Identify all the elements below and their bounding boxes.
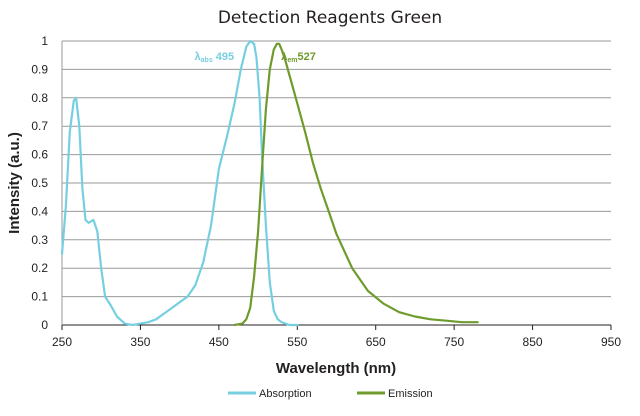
grid-lines [61, 40, 612, 330]
x-tick-label: 950 [601, 335, 621, 349]
series-layer [60, 39, 479, 327]
peak-label: λabs 495 [195, 51, 235, 64]
x-tick-labels: 250 350 450 550 650 750 850 950 [52, 335, 621, 349]
y-tick-label: 0.9 [31, 62, 48, 76]
x-tick-label: 650 [366, 335, 386, 349]
x-tick-label: 450 [209, 335, 229, 349]
legend-label-emission: Emission [388, 388, 433, 400]
chart-title: Detection Reagents Green [218, 8, 442, 28]
x-tick-label: 350 [130, 335, 150, 349]
legend: Absorption Emission [228, 388, 433, 400]
y-tick-label: 1 [41, 34, 48, 48]
y-tick-label: 0.3 [31, 233, 48, 247]
y-tick-labels: 0 0.1 0.2 0.3 0.4 0.5 0.6 0.7 0.8 0.9 1 [31, 34, 48, 332]
y-tick-label: 0.2 [31, 261, 48, 275]
x-axis-title: Wavelength (nm) [276, 360, 396, 377]
x-tick-label: 550 [287, 335, 307, 349]
y-tick-label: 0.6 [31, 148, 48, 162]
legend-label-absorption: Absorption [259, 388, 312, 400]
x-tick-label: 750 [444, 335, 464, 349]
y-tick-label: 0.7 [31, 119, 48, 133]
y-tick-label: 0.1 [31, 290, 48, 304]
y-axis-title: Intensity (a.u.) [6, 132, 23, 234]
y-tick-label: 0.5 [31, 176, 48, 190]
y-tick-label: 0.8 [31, 91, 48, 105]
x-tick-label: 250 [52, 335, 72, 349]
series-line-absorption [60, 39, 299, 327]
series-line-emission [233, 42, 479, 327]
y-tick-label: 0.4 [31, 204, 48, 218]
y-tick-label: 0 [41, 318, 48, 332]
x-tick-label: 850 [523, 335, 543, 349]
peak-label: λem527 [281, 51, 316, 64]
peak-annotations: λabs 495 λem527 [195, 51, 316, 64]
